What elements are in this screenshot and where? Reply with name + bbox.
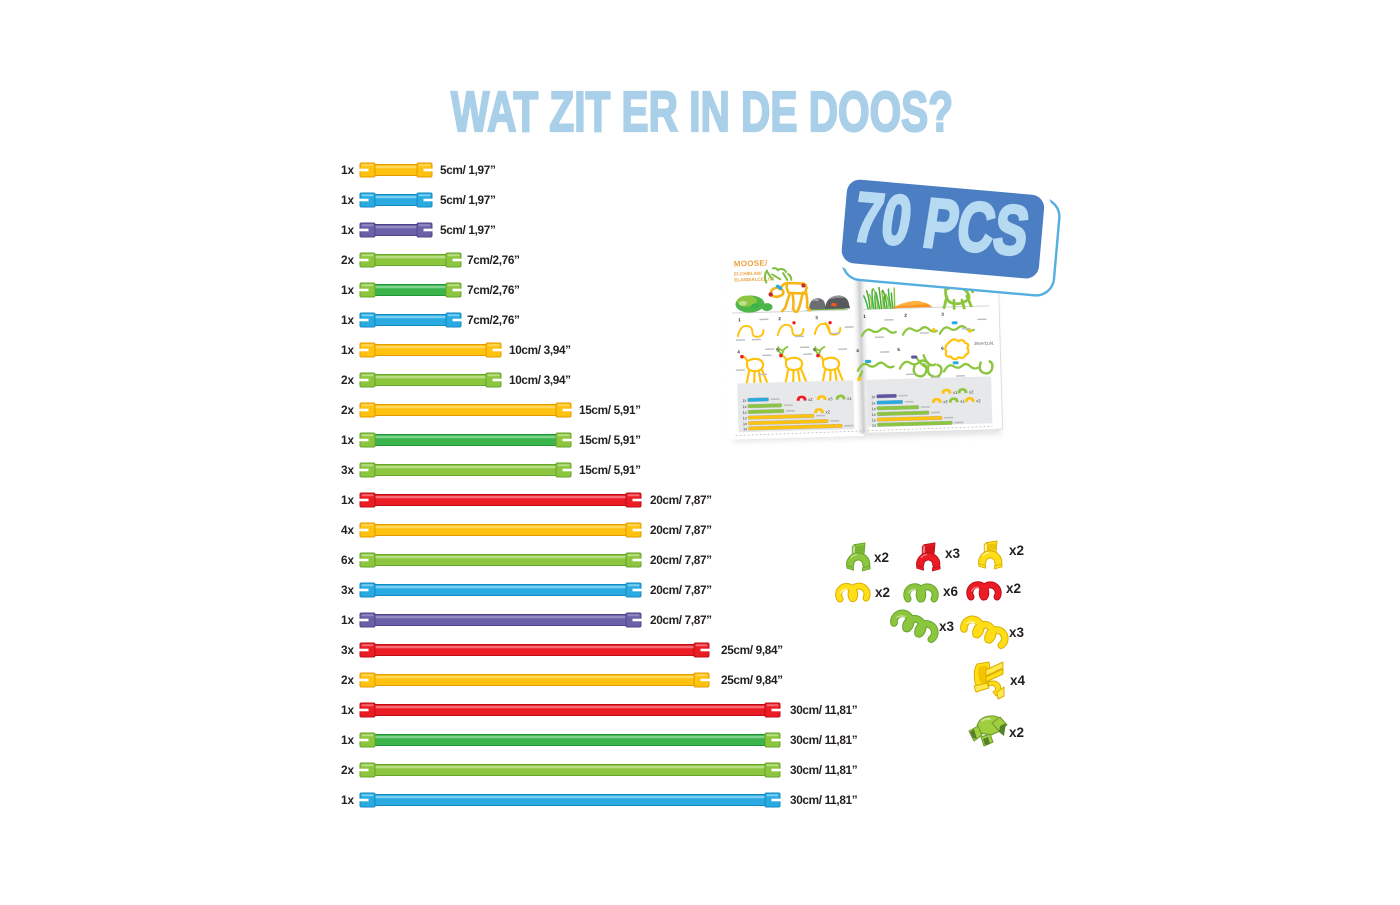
svg-text:3: 3 xyxy=(815,315,818,320)
svg-text:1x: 1x xyxy=(341,283,355,297)
svg-text:30cm/11,81: 30cm/11,81 xyxy=(974,341,994,346)
svg-text:15cm/ 5,91”: 15cm/ 5,91” xyxy=(579,433,641,447)
svg-text:30cm/ 11,81”: 30cm/ 11,81” xyxy=(790,763,858,777)
svg-text:1x: 1x xyxy=(743,415,747,420)
svg-text:1x: 1x xyxy=(341,313,355,327)
svg-text:1x: 1x xyxy=(872,412,876,417)
svg-text:1x: 1x xyxy=(743,426,747,431)
svg-text:1x: 1x xyxy=(871,406,875,411)
svg-text:x2: x2 xyxy=(808,397,813,402)
svg-text:x1: x1 xyxy=(953,390,958,395)
svg-text:5: 5 xyxy=(776,347,779,352)
svg-text:1x: 1x xyxy=(341,343,355,357)
svg-text:30cm/ 11,81”: 30cm/ 11,81” xyxy=(790,733,858,747)
svg-text:x1: x1 xyxy=(960,399,965,404)
svg-text:1x: 1x xyxy=(341,793,355,807)
svg-text:3x: 3x xyxy=(341,463,355,477)
svg-text:WAT ZIT ER IN DE DOOS?: WAT ZIT ER IN DE DOOS? xyxy=(451,80,953,144)
svg-text:3x: 3x xyxy=(341,583,355,597)
svg-text:70 PCS: 70 PCS xyxy=(849,178,1035,270)
svg-text:6: 6 xyxy=(813,347,816,352)
svg-text:7cm/2,76”: 7cm/2,76” xyxy=(467,253,520,267)
svg-text:ELAND/ALCE/LOS: ELAND/ALCE/LOS xyxy=(734,276,774,282)
svg-text:10cm/ 3,94”: 10cm/ 3,94” xyxy=(509,343,571,357)
svg-text:5cm/ 1,97”: 5cm/ 1,97” xyxy=(440,163,496,177)
svg-text:1x: 1x xyxy=(872,417,876,422)
svg-text:1x: 1x xyxy=(341,163,355,177)
svg-text:x2: x2 xyxy=(943,399,948,404)
svg-text:x2: x2 xyxy=(976,398,981,403)
svg-text:6x: 6x xyxy=(341,553,355,567)
svg-text:x3: x3 xyxy=(945,546,961,561)
svg-text:1x: 1x xyxy=(871,394,875,399)
svg-text:MOOSE/: MOOSE/ xyxy=(734,259,769,269)
svg-text:2x: 2x xyxy=(341,403,355,417)
svg-text:1x: 1x xyxy=(341,733,355,747)
svg-text:ELCH/ELAN/: ELCH/ELAN/ xyxy=(734,271,762,277)
svg-text:x2: x2 xyxy=(969,389,974,394)
svg-text:20cm/ 7,87”: 20cm/ 7,87” xyxy=(650,553,712,567)
svg-text:20cm/ 7,87”: 20cm/ 7,87” xyxy=(650,523,712,537)
svg-text:20cm/ 7,87”: 20cm/ 7,87” xyxy=(650,493,712,507)
svg-text:4: 4 xyxy=(856,348,859,353)
svg-text:x3: x3 xyxy=(828,396,833,401)
svg-text:5cm/ 1,97”: 5cm/ 1,97” xyxy=(440,193,496,207)
svg-text:15cm/ 5,91”: 15cm/ 5,91” xyxy=(579,463,641,477)
svg-text:3x: 3x xyxy=(341,643,355,657)
svg-text:1: 1 xyxy=(738,317,741,322)
svg-text:x6: x6 xyxy=(943,584,959,599)
svg-text:1x: 1x xyxy=(341,703,355,717)
svg-text:1x: 1x xyxy=(341,223,355,237)
svg-text:15cm/ 5,91”: 15cm/ 5,91” xyxy=(579,403,641,417)
svg-text:x4: x4 xyxy=(1010,673,1026,688)
svg-text:1x: 1x xyxy=(742,398,746,403)
svg-text:5cm/ 1,97”: 5cm/ 1,97” xyxy=(440,223,496,237)
svg-text:2: 2 xyxy=(904,313,907,318)
svg-text:3: 3 xyxy=(941,312,944,317)
svg-text:2x: 2x xyxy=(341,373,355,387)
svg-text:x2: x2 xyxy=(874,550,889,565)
svg-text:7cm/2,76”: 7cm/2,76” xyxy=(467,283,520,297)
svg-text:6: 6 xyxy=(941,346,944,351)
svg-text:2x: 2x xyxy=(341,253,355,267)
svg-text:1x: 1x xyxy=(341,433,355,447)
svg-text:1x: 1x xyxy=(341,493,355,507)
svg-text:x3: x3 xyxy=(939,619,955,634)
svg-text:25cm/ 9,84”: 25cm/ 9,84” xyxy=(721,643,783,657)
svg-text:1x: 1x xyxy=(742,404,746,409)
svg-text:x2: x2 xyxy=(1009,543,1024,558)
svg-text:30cm/ 11,81”: 30cm/ 11,81” xyxy=(790,703,858,717)
svg-text:30cm/ 11,81”: 30cm/ 11,81” xyxy=(790,793,858,807)
svg-text:20cm/ 7,87”: 20cm/ 7,87” xyxy=(650,613,712,627)
svg-text:x2: x2 xyxy=(825,409,830,414)
svg-text:x2: x2 xyxy=(1006,581,1021,596)
svg-text:1x: 1x xyxy=(872,423,876,428)
svg-text:2: 2 xyxy=(778,316,781,321)
svg-text:4x: 4x xyxy=(341,523,355,537)
svg-text:2x: 2x xyxy=(341,763,355,777)
svg-text:x3: x3 xyxy=(1009,625,1025,640)
svg-text:10cm/ 3,94”: 10cm/ 3,94” xyxy=(509,373,571,387)
svg-text:1: 1 xyxy=(863,314,866,319)
svg-text:25cm/ 9,84”: 25cm/ 9,84” xyxy=(721,673,783,687)
svg-text:x1: x1 xyxy=(847,396,852,401)
svg-text:2x: 2x xyxy=(341,673,355,687)
svg-text:1x: 1x xyxy=(871,400,875,405)
svg-text:7cm/2,76”: 7cm/2,76” xyxy=(467,313,520,327)
svg-text:1x: 1x xyxy=(341,613,355,627)
svg-text:1x: 1x xyxy=(341,193,355,207)
svg-text:x2: x2 xyxy=(1009,725,1024,740)
svg-text:1x: 1x xyxy=(742,410,746,415)
svg-text:1x: 1x xyxy=(743,421,747,426)
svg-text:5: 5 xyxy=(897,347,900,352)
svg-text:4: 4 xyxy=(737,349,740,354)
svg-text:20cm/ 7,87”: 20cm/ 7,87” xyxy=(650,583,712,597)
svg-text:x2: x2 xyxy=(875,585,890,600)
